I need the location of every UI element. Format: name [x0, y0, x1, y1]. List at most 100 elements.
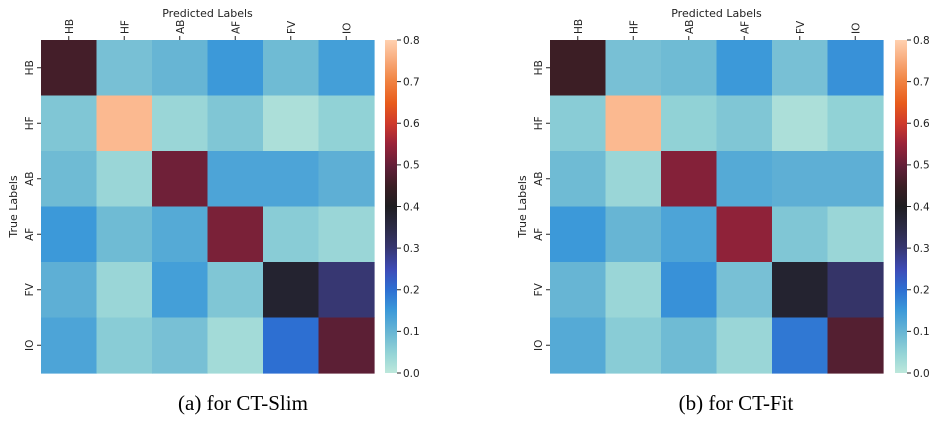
heatmap-cell-fv-io: [827, 262, 884, 319]
heatmap-cell-io-io: [827, 317, 884, 374]
heatmap-cell-hb-fv: [263, 40, 320, 97]
heatmap-cell-hb-hb: [41, 40, 98, 97]
x-tick-label: HB: [64, 19, 76, 34]
heatmap-cell-af-ab: [152, 206, 209, 263]
x-tick-label: HF: [628, 20, 640, 34]
y-axis-title: True Labels: [7, 175, 20, 239]
heatmap-cell-hf-ab: [661, 95, 718, 152]
colorbar-tick-label: 0.5: [913, 160, 930, 172]
heatmap-cell-io-af: [207, 317, 264, 374]
heatmap-cell-hb-af: [207, 40, 264, 97]
colorbar-tick-label: 0.4: [913, 201, 930, 213]
heatmap-cell-hb-fv: [772, 40, 829, 97]
x-tick-label: FV: [286, 20, 298, 34]
colorbar-tick-label: 0.7: [403, 76, 420, 88]
y-tick-label: HF: [533, 116, 545, 130]
heatmap-cell-fv-hb: [550, 262, 607, 319]
heatmap-cell-fv-fv: [772, 262, 829, 319]
colorbar-tick-label: 0.6: [403, 118, 420, 130]
heatmap-cell-fv-io: [318, 262, 375, 319]
y-tick-labels: HB HF AB AF FV IO: [24, 60, 41, 351]
heatmap-cell-io-fv: [772, 317, 829, 374]
heatmap-cell-ab-fv: [772, 151, 829, 208]
heatmap-cell-af-hb: [41, 206, 98, 263]
x-tick-labels: HB HF AB AF FV IO: [64, 19, 353, 40]
caption: (a) for CT-Slim: [178, 391, 308, 415]
heatmap-cell-hf-af: [716, 95, 773, 152]
heatmap-cell-hb-hb: [550, 40, 607, 97]
heatmap-cell-hb-io: [827, 40, 884, 97]
y-tick-label: HB: [533, 60, 545, 75]
heatmap-cell-af-af: [207, 206, 264, 263]
y-tick-label: FV: [24, 282, 36, 296]
colorbar-ticks: 0.0 0.1 0.2 0.3 0.4 0.5 0.6 0.7 0.8: [907, 35, 930, 380]
heatmap-cell-hb-af: [716, 40, 773, 97]
heatmap-cell-hb-ab: [152, 40, 209, 97]
y-tick-label: IO: [24, 340, 36, 351]
heatmap-cell-fv-ab: [152, 262, 209, 319]
heatmap-cell-fv-af: [716, 262, 773, 319]
x-tick-labels: HB HF AB AF FV IO: [573, 19, 862, 40]
heatmap-cell-hf-fv: [263, 95, 320, 152]
colorbar-tick-label: 0.3: [913, 243, 930, 255]
heatmap-cell-af-hb: [550, 206, 607, 263]
heatmap-cell-hb-hf: [605, 40, 662, 97]
heatmap-cells: [41, 40, 375, 374]
heatmap-cell-ab-hf: [605, 151, 662, 208]
heatmap-cell-af-fv: [772, 206, 829, 263]
y-tick-label: FV: [533, 282, 545, 296]
heatmap-cell-af-ab: [661, 206, 718, 263]
colorbar-tick-label: 0.3: [403, 243, 420, 255]
heatmap-cell-io-hf: [605, 317, 662, 374]
x-axis-title: Predicted Labels: [671, 7, 762, 20]
heatmap-cell-io-io: [318, 317, 375, 374]
x-tick-label: FV: [795, 20, 807, 34]
x-tick-label: AB: [684, 20, 696, 34]
heatmap-cell-hb-io: [318, 40, 375, 97]
x-tick-label: IO: [341, 23, 353, 34]
heatmap-cell-af-hf: [605, 206, 662, 263]
colorbar-tick-label: 0.1: [913, 326, 930, 338]
y-axis-title: True Labels: [516, 175, 529, 239]
y-tick-label: AF: [533, 228, 545, 241]
x-tick-label: AB: [175, 20, 187, 34]
heatmap-cell-io-hf: [96, 317, 153, 374]
colorbar-ticks: 0.0 0.1 0.2 0.3 0.4 0.5 0.6 0.7 0.8: [397, 35, 420, 380]
caption: (b) for CT-Fit: [679, 391, 794, 415]
x-axis-title: Predicted Labels: [162, 7, 253, 20]
heatmap-cell-hf-hf: [96, 95, 153, 152]
heatmap-panel-ct-fit: Predicted Labels True Labels HB HF AB AF FV I…: [516, 7, 930, 415]
heatmap-cell-af-io: [827, 206, 884, 263]
colorbar-tick-label: 0.2: [403, 285, 420, 297]
colorbar: [385, 40, 397, 373]
heatmap-cell-hf-io: [827, 95, 884, 152]
x-tick-label: AF: [739, 21, 751, 34]
heatmap-cell-fv-hb: [41, 262, 98, 319]
colorbar: [895, 40, 907, 373]
heatmap-cell-io-hb: [550, 317, 607, 374]
heatmap-cell-ab-ab: [661, 151, 718, 208]
heatmap-cell-fv-fv: [263, 262, 320, 319]
colorbar-tick-label: 0.8: [913, 35, 930, 47]
colorbar-tick-label: 0.0: [403, 368, 420, 380]
y-tick-label: HB: [24, 60, 36, 75]
colorbar-tick-label: 0.0: [913, 368, 930, 380]
colorbar-tick-label: 0.6: [913, 118, 930, 130]
y-tick-label: HF: [24, 116, 36, 130]
heatmap-cell-af-hf: [96, 206, 153, 263]
y-tick-label: IO: [533, 340, 545, 351]
y-tick-label: AF: [24, 228, 36, 241]
heatmap-cell-fv-ab: [661, 262, 718, 319]
heatmap-cell-ab-fv: [263, 151, 320, 208]
colorbar-tick-label: 0.8: [403, 35, 420, 47]
y-tick-label: AB: [533, 172, 545, 186]
heatmap-cell-fv-hf: [96, 262, 153, 319]
heatmap-cell-io-fv: [263, 317, 320, 374]
colorbar-tick-label: 0.7: [913, 76, 930, 88]
heatmap-cell-hf-ab: [152, 95, 209, 152]
colorbar-tick-label: 0.4: [403, 201, 420, 213]
y-tick-labels: HB HF AB AF FV IO: [533, 60, 550, 351]
heatmap-cell-io-ab: [152, 317, 209, 374]
heatmap-cell-io-af: [716, 317, 773, 374]
